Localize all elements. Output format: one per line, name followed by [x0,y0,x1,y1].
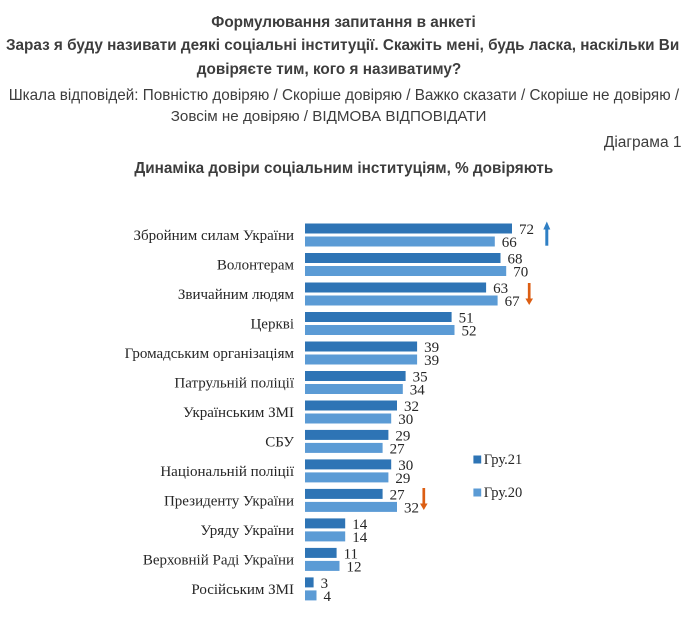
svg-text:Громадським організаціям: Громадським організаціям [125,346,295,362]
svg-text:30: 30 [398,458,413,474]
svg-text:Президенту України: Президенту України [164,493,294,509]
svg-text:Збройним силам України: Збройним силам України [133,228,294,244]
svg-text:Уряду України: Уряду України [200,523,294,539]
svg-text:11: 11 [344,547,358,563]
svg-text:14: 14 [352,530,368,546]
svg-text:Волонтерам: Волонтерам [217,258,295,274]
svg-text:Українським ЗМІ: Українським ЗМІ [183,405,294,421]
svg-text:52: 52 [462,324,477,340]
svg-text:32: 32 [404,399,419,415]
svg-text:14: 14 [352,517,368,533]
svg-text:29: 29 [395,429,410,445]
svg-text:Національній поліції: Національній поліції [160,464,294,480]
svg-text:29: 29 [395,471,410,487]
svg-text:32: 32 [404,501,419,517]
svg-text:Гру.21: Гру.21 [484,452,522,468]
svg-text:39: 39 [424,353,439,369]
svg-text:30: 30 [398,412,413,428]
svg-text:Російським ЗМІ: Російським ЗМІ [191,582,294,598]
svg-text:67: 67 [505,294,520,310]
svg-text:27: 27 [390,488,406,504]
svg-text:63: 63 [493,281,508,297]
svg-text:39: 39 [424,340,439,356]
svg-text:34: 34 [410,383,426,399]
svg-text:68: 68 [508,252,523,268]
svg-text:Гру.20: Гру.20 [484,485,522,501]
svg-text:72: 72 [519,222,534,238]
svg-text:Звичайним людям: Звичайним людям [178,287,295,303]
svg-text:35: 35 [413,370,428,386]
svg-text:66: 66 [502,235,518,251]
svg-text:СБУ: СБУ [265,434,294,450]
svg-text:Патрульній поліції: Патрульній поліції [174,376,294,392]
svg-text:3: 3 [321,576,329,592]
svg-text:4: 4 [324,589,332,605]
svg-text:70: 70 [513,265,528,281]
svg-text:Церкві: Церкві [250,317,294,333]
svg-text:27: 27 [390,442,406,458]
svg-text:51: 51 [459,311,474,327]
svg-text:Верховній Раді України: Верховній Раді України [143,552,294,568]
svg-text:12: 12 [347,560,362,576]
